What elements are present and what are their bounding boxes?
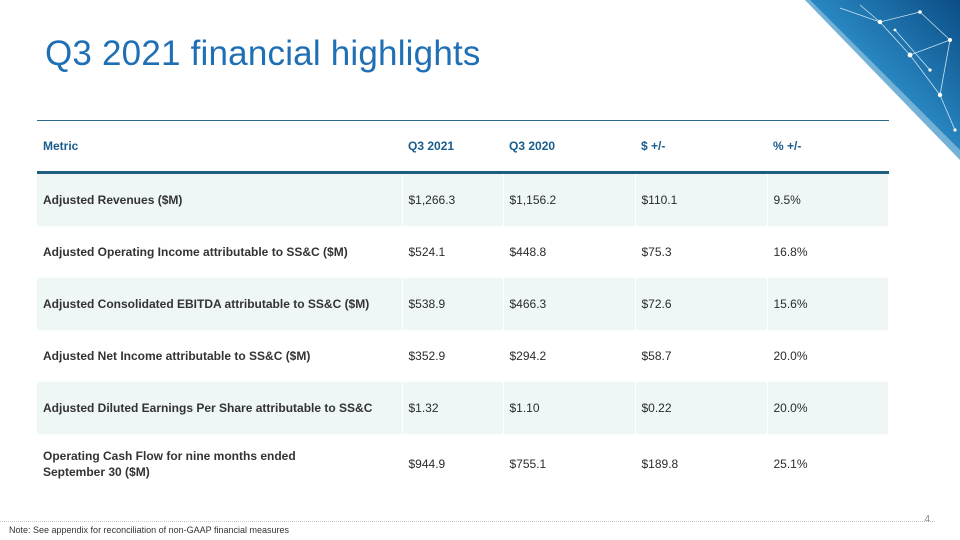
q3-2021-cell: $944.9 [402,434,504,494]
metric-cell: Adjusted Diluted Earnings Per Share attr… [37,382,403,434]
network-graphic-icon [805,0,960,160]
column-header-dollar-change: $ +/- [635,120,767,174]
dollar-change-cell: $0.22 [635,382,768,434]
q3-2021-cell: $524.1 [402,226,504,278]
dollar-change-cell: $75.3 [635,226,768,278]
q3-2020-cell: $1.10 [503,382,636,434]
column-header-q3-2020: Q3 2020 [503,120,635,174]
page-number: 4 [924,514,930,525]
q3-2020-cell: $755.1 [503,434,636,494]
table-row: Operating Cash Flow for nine months ende… [37,434,889,494]
percent-change-cell: 20.0% [767,330,889,382]
footnote: Note: See appendix for reconciliation of… [9,525,289,535]
q3-2020-cell: $294.2 [503,330,636,382]
q3-2021-cell: $1,266.3 [402,172,504,226]
footer-divider [0,521,935,522]
percent-change-cell: 16.8% [767,226,889,278]
metric-cell-line-2: September 30 ($M) [43,465,150,479]
dollar-change-cell: $72.6 [635,278,768,330]
percent-change-cell: 9.5% [767,172,889,226]
table-row: Adjusted Revenues ($M) $1,266.3 $1,156.2… [37,172,889,226]
table-row: Adjusted Operating Income attributable t… [37,226,889,278]
q3-2021-cell: $1.32 [402,382,504,434]
q3-2021-cell: $538.9 [402,278,504,330]
financial-highlights-table: Metric Q3 2021 Q3 2020 $ +/- % +/- Adjus… [37,120,889,494]
table-row: Adjusted Net Income attributable to SS&C… [37,330,889,382]
metric-cell: Adjusted Net Income attributable to SS&C… [37,330,403,382]
q3-2020-cell: $448.8 [503,226,636,278]
column-header-metric: Metric [37,120,402,174]
column-header-percent-change: % +/- [767,120,889,174]
percent-change-cell: 15.6% [767,278,889,330]
metric-cell: Adjusted Consolidated EBITDA attributabl… [37,278,403,330]
dollar-change-cell: $189.8 [635,434,768,494]
table-row: Adjusted Consolidated EBITDA attributabl… [37,278,889,330]
percent-change-cell: 20.0% [767,382,889,434]
page-title: Q3 2021 financial highlights [45,34,481,73]
percent-change-cell: 25.1% [767,434,889,494]
table-row: Adjusted Diluted Earnings Per Share attr… [37,382,889,434]
metric-cell-line-1: Operating Cash Flow for nine months ende… [43,449,296,463]
q3-2020-cell: $466.3 [503,278,636,330]
table-header-row: Metric Q3 2021 Q3 2020 $ +/- % +/- [37,120,889,174]
q3-2020-cell: $1,156.2 [503,172,636,226]
column-header-q3-2021: Q3 2021 [402,120,503,174]
metric-cell: Adjusted Revenues ($M) [37,172,403,226]
dollar-change-cell: $58.7 [635,330,768,382]
metric-cell: Adjusted Operating Income attributable t… [37,226,403,278]
metric-cell: Operating Cash Flow for nine months ende… [37,434,403,494]
dollar-change-cell: $110.1 [635,172,768,226]
q3-2021-cell: $352.9 [402,330,504,382]
